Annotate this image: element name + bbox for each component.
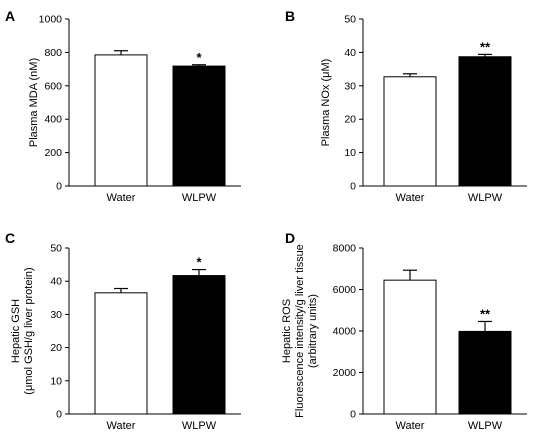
y-tick-label: 2000 (333, 367, 357, 379)
bar-wlpw (458, 56, 512, 187)
category-label: WLPW (182, 192, 217, 204)
y-tick-label: 600 (44, 80, 62, 92)
y-tick-label: 0 (350, 181, 356, 193)
panel-label: C (5, 230, 15, 246)
significance-marker: * (196, 255, 202, 270)
y-tick-label: 40 (344, 47, 356, 59)
y-axis-label: (μmol GSH/g liver protein) (23, 267, 35, 394)
panel-label: B (285, 8, 295, 24)
y-tick-label: 50 (50, 243, 62, 255)
category-label: Water (107, 420, 136, 432)
category-label: WLPW (468, 192, 503, 204)
category-label: Water (396, 192, 425, 204)
y-tick-label: 50 (344, 14, 356, 26)
panel-label: D (285, 230, 295, 246)
y-tick-label: 200 (44, 147, 62, 159)
bar-wlpw (458, 330, 512, 415)
bar-water (383, 279, 437, 415)
y-tick-label: 0 (350, 409, 356, 421)
y-axis-label: Plasma MDA (nM) (28, 58, 40, 147)
y-axis-label: Hepatic GSH (10, 299, 22, 363)
y-tick-label: 10 (344, 147, 356, 159)
panel-d: D 0 2000 4000 6000 8000 Hepatic ROS Fluorescenc… (281, 230, 527, 432)
bar-water (383, 76, 437, 187)
y-tick-label: 20 (344, 114, 356, 126)
category-label: Water (396, 420, 425, 432)
y-tick-label: 20 (50, 342, 62, 354)
bar-water (94, 292, 148, 415)
category-label: WLPW (182, 420, 217, 432)
significance-marker: ** (480, 306, 491, 321)
y-tick-label: 4000 (333, 326, 357, 338)
y-tick-label: 6000 (333, 284, 357, 296)
significance-marker: ** (480, 39, 491, 54)
y-tick-label: 400 (44, 114, 62, 126)
panel-a: A 0 200 400 600 800 1000 Plasma MDA (nM) Water WL… (5, 8, 241, 204)
y-tick-label: 40 (50, 276, 62, 288)
y-tick-label: 0 (56, 181, 62, 193)
panel-b: B 0 10 20 30 40 50 Plasma NOx (μM) Water WLPW ** (285, 8, 527, 204)
y-tick-label: 0 (56, 409, 62, 421)
panel-label: A (5, 8, 15, 24)
y-axis-label: Hepatic ROS (281, 299, 293, 363)
category-label: Water (107, 192, 136, 204)
y-axis-label: (arbitrary units) (307, 294, 319, 368)
bar-wlpw (172, 65, 226, 187)
y-tick-label: 1000 (39, 14, 63, 26)
bar-water (94, 54, 148, 187)
panel-c: C 0 10 20 30 40 50 Hepatic GSH (μmol GSH/g liver… (5, 230, 241, 432)
y-tick-label: 800 (44, 47, 62, 59)
y-tick-label: 30 (50, 309, 62, 321)
y-tick-label: 8000 (333, 243, 357, 255)
y-tick-label: 30 (344, 80, 356, 92)
y-tick-label: 10 (50, 375, 62, 387)
y-axis-label: Fluorescence intensity/g liver tissue (294, 244, 306, 418)
bar-wlpw (172, 275, 226, 415)
significance-marker: * (196, 50, 202, 65)
category-label: WLPW (468, 420, 503, 432)
y-axis-label: Plasma NOx (μM) (320, 59, 332, 147)
